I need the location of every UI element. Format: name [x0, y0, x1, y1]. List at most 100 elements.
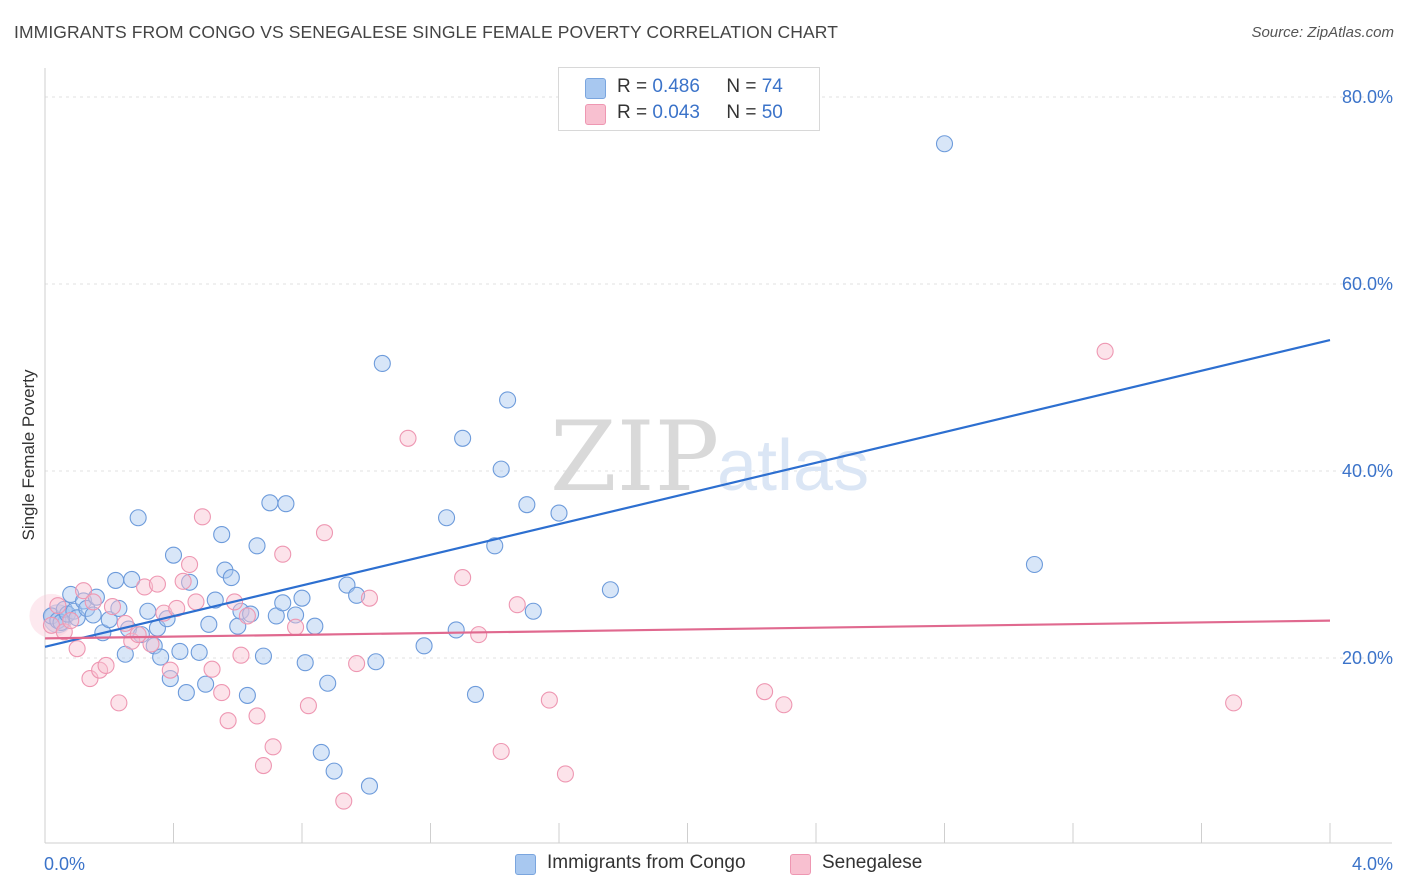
- data-point: [203, 660, 221, 678]
- data-point: [550, 504, 568, 522]
- data-point: [190, 643, 208, 661]
- data-point: [139, 602, 157, 620]
- y-tick-label: 80.0%: [1342, 87, 1393, 107]
- data-point: [492, 742, 510, 761]
- data-point: [438, 509, 456, 527]
- data-point: [367, 653, 385, 671]
- trend-line: [44, 619, 1331, 640]
- data-point: [97, 656, 115, 675]
- data-point: [81, 670, 99, 688]
- data-point: [315, 524, 334, 542]
- data-point: [103, 598, 122, 616]
- x-tick-label: 4.0%: [1352, 854, 1393, 874]
- data-point: [492, 460, 510, 478]
- legend-r-label: R =: [617, 76, 648, 97]
- correlation-legend: R = 0.486 N = 74 R = 0.043 N = 50: [558, 67, 820, 131]
- data-point: [49, 597, 67, 615]
- data-point: [110, 694, 128, 712]
- data-point: [466, 685, 485, 704]
- axes: [44, 68, 1392, 844]
- data-point: [775, 696, 793, 714]
- data-point: [499, 391, 517, 409]
- data-point: [296, 654, 314, 672]
- chart-title: IMMIGRANTS FROM CONGO VS SENEGALESE SING…: [14, 22, 838, 42]
- data-point: [454, 429, 472, 447]
- data-point: [348, 655, 366, 673]
- data-point: [360, 589, 379, 607]
- legend-swatch-senegalese: [585, 104, 606, 125]
- legend-n-value-congo: 74: [761, 76, 783, 97]
- data-point: [470, 626, 488, 644]
- data-point: [213, 526, 231, 544]
- data-point: [75, 582, 93, 600]
- data-point: [177, 684, 195, 702]
- data-point: [100, 611, 118, 629]
- data-point: [164, 546, 183, 564]
- data-point: [1096, 342, 1114, 360]
- data-point: [107, 571, 125, 589]
- x-tick-labels: 0.0% 4.0%: [44, 854, 1393, 874]
- data-point: [238, 607, 256, 625]
- data-point: [68, 640, 86, 658]
- watermark: ZIP atlas: [550, 401, 869, 513]
- data-point: [142, 635, 160, 653]
- data-point: [524, 602, 542, 620]
- data-point: [78, 599, 96, 617]
- data-point: [756, 683, 774, 701]
- data-point: [193, 508, 211, 526]
- points-layer: [29, 135, 1243, 810]
- data-point: [601, 581, 619, 599]
- data-point: [84, 593, 102, 611]
- bottom-legend-swatch-congo: [515, 854, 536, 875]
- data-point: [277, 495, 295, 513]
- data-point: [415, 637, 433, 655]
- source-label: Source: ZipAtlas.com: [1251, 24, 1394, 41]
- y-tick-label: 20.0%: [1342, 648, 1393, 668]
- data-point: [238, 686, 256, 704]
- data-point: [454, 569, 472, 587]
- data-point: [161, 661, 179, 679]
- data-point: [248, 537, 266, 555]
- data-point: [197, 675, 215, 693]
- trend-lines: [44, 339, 1331, 648]
- bottom-legend-swatch-senegalese: [790, 854, 811, 875]
- data-point: [360, 777, 379, 795]
- data-point: [335, 792, 353, 810]
- data-point: [254, 647, 273, 665]
- y-tick-label: 40.0%: [1342, 461, 1393, 481]
- data-point: [261, 494, 279, 512]
- data-point: [264, 738, 282, 756]
- bottom-legend-label-senegalese: Senegalese: [822, 852, 923, 873]
- data-point: [171, 642, 189, 661]
- data-point: [129, 509, 147, 527]
- y-axis-label: Single Female Poverty: [19, 369, 38, 541]
- data-point: [274, 594, 292, 612]
- gridlines: [45, 96, 1392, 659]
- data-point: [62, 612, 80, 630]
- data-point: [447, 621, 465, 639]
- data-point: [174, 572, 192, 590]
- data-point: [181, 555, 199, 574]
- data-point: [1025, 555, 1043, 574]
- legend-r-value-senegalese: 0.043: [652, 102, 700, 123]
- data-point: [123, 570, 141, 589]
- data-point: [935, 135, 954, 153]
- watermark-zip: ZIP: [550, 401, 719, 513]
- data-point: [219, 712, 237, 730]
- data-point: [486, 537, 504, 555]
- data-point: [293, 589, 311, 607]
- legend-n-value-senegalese: 50: [761, 102, 783, 123]
- data-point: [232, 646, 250, 664]
- data-point: [129, 626, 147, 644]
- legend-n-label: N =: [726, 102, 757, 123]
- data-point: [213, 684, 231, 702]
- data-point: [254, 756, 273, 775]
- data-point: [348, 586, 366, 604]
- data-point: [518, 496, 536, 514]
- data-point: [325, 762, 343, 780]
- data-point: [540, 691, 558, 709]
- data-point: [152, 648, 170, 666]
- data-point: [136, 578, 154, 596]
- data-point: [508, 596, 526, 614]
